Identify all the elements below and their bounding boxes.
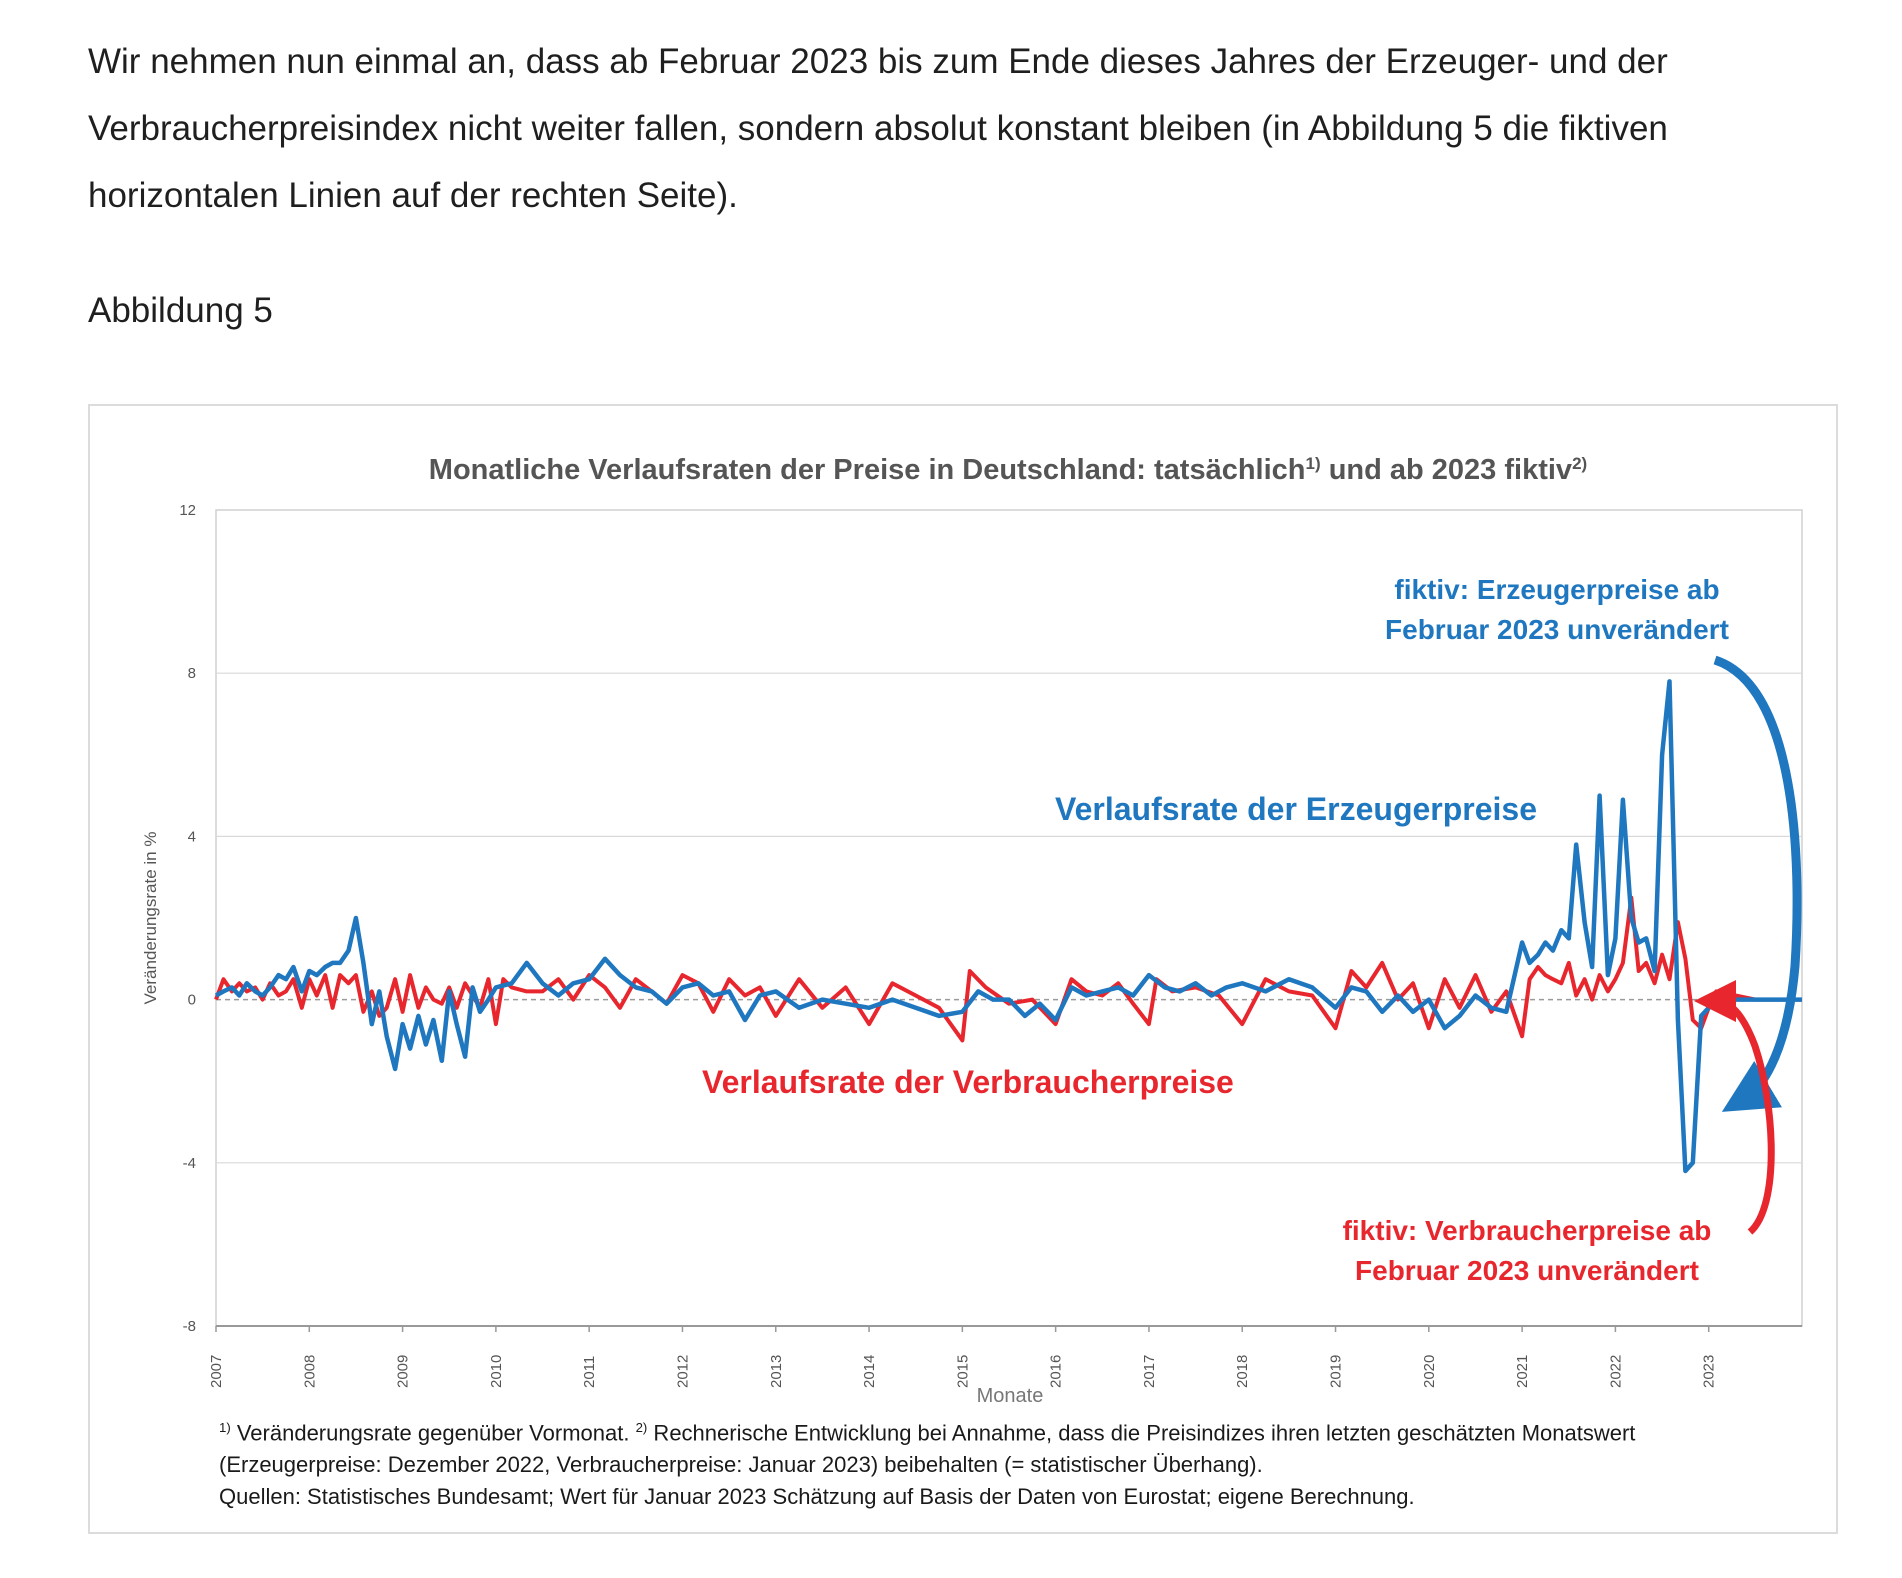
fiktiv-producer-arrow <box>1713 655 1802 1112</box>
x-tick-label: 2018 <box>1234 1355 1251 1388</box>
footnote-sources: Quellen: Statistisches Bundesamt; Wert f… <box>219 1484 1415 1510</box>
x-tick-label: 2012 <box>674 1355 691 1388</box>
x-tick-label: 2022 <box>1607 1355 1624 1388</box>
x-tick-label: 2023 <box>1701 1355 1718 1388</box>
fiktiv-consumer-label-1: fiktiv: Verbraucherpreise ab <box>1343 1215 1712 1246</box>
x-tick-label: 2015 <box>954 1355 971 1388</box>
line-chart: Monatliche Verlaufsraten der Preise in D… <box>141 454 1803 1407</box>
figure-container: Monatliche Verlaufsraten der Preise in D… <box>88 404 1838 1534</box>
fiktiv-producer-label-2: Februar 2023 unverändert <box>1385 614 1729 645</box>
chart-title-mark2: 2) <box>1572 454 1587 473</box>
x-tick-label: 2011 <box>581 1356 598 1388</box>
x-tick-label: 2020 <box>1421 1355 1438 1388</box>
figure-label: Abbildung 5 <box>88 291 273 330</box>
y-tick-label: -4 <box>183 1155 196 1172</box>
y-tick-label: 12 <box>179 502 196 519</box>
y-tick-label: 4 <box>188 828 196 845</box>
footnote-line-2: (Erzeugerpreise: Dezember 2022, Verbrauc… <box>219 1452 1263 1478</box>
consumer-price-line <box>214 895 1802 1043</box>
x-tick-label: 2013 <box>768 1355 785 1388</box>
producer-series-label: Verlaufsrate der Erzeugerpreise <box>1055 791 1537 827</box>
y-tick-label: 0 <box>188 992 196 1009</box>
chart-footnotes: 1) Veränderungsrate gegenüber Vormonat. … <box>219 1412 1799 1513</box>
x-tick-label: 2016 <box>1048 1355 1065 1388</box>
chart-title-mark1: 1) <box>1306 454 1321 473</box>
consumer-series-label: Verlaufsrate der Verbraucherpreise <box>702 1064 1234 1100</box>
x-tick-label: 2010 <box>488 1355 505 1388</box>
x-tick-label: 2009 <box>395 1355 412 1388</box>
intro-paragraph: Wir nehmen nun einmal an, dass ab Februa… <box>88 42 1668 215</box>
x-tick-label: 2008 <box>301 1355 318 1388</box>
y-tick-label: -8 <box>183 1318 196 1335</box>
footnote-mark-2: 2) <box>635 1420 648 1435</box>
x-tick-label: 2014 <box>861 1355 878 1388</box>
x-tick-label: 2021 <box>1514 1355 1531 1388</box>
producer-price-line <box>214 679 1802 1174</box>
fiktiv-consumer-arrow <box>1694 980 1775 1235</box>
gridlines <box>216 672 1802 1327</box>
chart-title-mid: und ab 2023 fiktiv <box>1321 454 1572 486</box>
y-axis-label: Veränderungsrate in % <box>141 832 160 1005</box>
x-tick-labels: 2007 2008 2009 2010 2011 2012 2013 2014 2015 2016… <box>208 1326 1718 1388</box>
footnote-mark-1: 1) <box>219 1420 231 1435</box>
footnote-2-text: Rechnerische Entwicklung bei Annahme, da… <box>647 1420 1636 1446</box>
x-axis-label: Monate <box>977 1385 1044 1407</box>
x-tick-label: 2007 <box>208 1355 225 1388</box>
y-tick-label: 8 <box>188 665 196 682</box>
y-tick-labels: -8 -4 0 4 8 12 <box>179 502 196 1335</box>
footnote-1-text: Veränderungsrate gegenüber Vormonat. <box>230 1420 636 1446</box>
fiktiv-producer-label-1: fiktiv: Erzeugerpreise ab <box>1394 574 1719 605</box>
chart-title-main: Monatliche Verlaufsraten der Preise in D… <box>429 454 1306 486</box>
fiktiv-consumer-label-2: Februar 2023 unverändert <box>1355 1255 1699 1286</box>
footnote-line-1: 1) Veränderungsrate gegenüber Vormonat. … <box>219 1412 1799 1449</box>
x-tick-label: 2017 <box>1141 1355 1158 1388</box>
chart-title: Monatliche Verlaufsraten der Preise in D… <box>429 454 1587 486</box>
x-tick-label: 2019 <box>1328 1355 1345 1388</box>
